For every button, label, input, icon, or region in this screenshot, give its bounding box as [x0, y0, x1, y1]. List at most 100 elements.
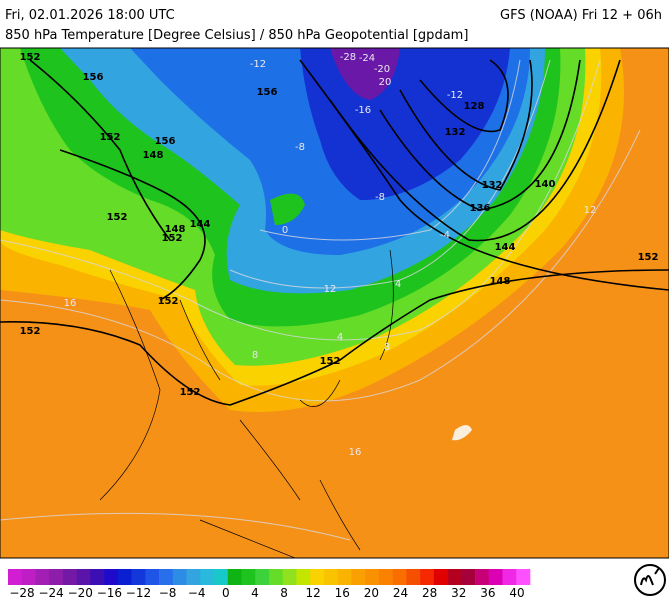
geopotential-label: 152 [100, 132, 121, 143]
temperature-label: -8 [295, 142, 305, 153]
purple-core [330, 48, 400, 100]
geopotential-label: 140 [535, 179, 556, 190]
colorbar-swatch [516, 569, 531, 585]
colorbar-swatch [447, 569, 462, 585]
colorbar-swatch [337, 569, 352, 585]
geopotential-label: 136 [470, 203, 491, 214]
logo-mark [640, 567, 660, 586]
temperature-label: 12 [584, 205, 597, 216]
colorbar-label: −4 [188, 586, 206, 600]
colorbar-label: 32 [451, 586, 466, 600]
colorbar-label: 28 [422, 586, 437, 600]
colorbar-swatch [35, 569, 50, 585]
colorbar-label: 12 [306, 586, 321, 600]
temperature-label: 4 [395, 279, 401, 290]
colorbar-swatch [131, 569, 146, 585]
colorbar-label: 20 [364, 586, 379, 600]
geopotential-label: 128 [464, 101, 485, 112]
temperature-label: -20 [374, 64, 390, 75]
temperature-label: -16 [355, 105, 371, 116]
colorbar-label: 16 [335, 586, 350, 600]
colorbar-swatch [502, 569, 517, 585]
colorbar-swatch [145, 569, 160, 585]
temperature-label: 16 [64, 298, 77, 309]
colorbar-swatch [392, 569, 407, 585]
colorbar-label: −20 [68, 586, 93, 600]
colorbar-swatch [76, 569, 91, 585]
colorbar-label: −12 [126, 586, 151, 600]
model-run: GFS (NOAA) Fri 12 + 06h [500, 8, 662, 23]
temperature-label: -24 [359, 53, 375, 64]
geopotential-label: 152 [638, 252, 659, 263]
logo [634, 564, 666, 596]
temperature-label: 8 [384, 342, 390, 353]
geopotential-label: 156 [155, 136, 176, 147]
colorbar-swatch [172, 569, 187, 585]
geopotential-label: 152 [20, 52, 41, 63]
colorbar-label: 36 [480, 586, 495, 600]
colorbar-swatch [227, 569, 242, 585]
temperature-label: 20 [379, 77, 392, 88]
colorbar-swatch [351, 569, 366, 585]
colorbar-swatch [214, 569, 229, 585]
colorbar-swatch [488, 569, 503, 585]
colorbar-swatch [241, 569, 256, 585]
temperature-label: 4 [337, 332, 343, 343]
colorbar-swatch [49, 569, 64, 585]
geopotential-label: 156 [83, 72, 104, 83]
colorbar-label: −28 [9, 586, 34, 600]
colorbar: −28 −24 −20 −16 −12 −8 −4 0 4 8 12 16 20 24 28 32 36 40 [8, 569, 531, 600]
temperature-label: 8 [252, 350, 258, 361]
isotherms [0, 59, 641, 541]
colorbar-swatch [255, 569, 270, 585]
temperature-label: -4 [440, 230, 450, 241]
geopotential-label: 132 [445, 127, 466, 138]
geopotential-label: 144 [495, 242, 516, 253]
colorbar-swatch [62, 569, 77, 585]
temperature-label: -12 [250, 59, 266, 70]
colorbar-swatch [323, 569, 338, 585]
colorbar-swatch [21, 569, 36, 585]
colorbar-swatch [420, 569, 435, 585]
colorbar-label: −8 [159, 586, 177, 600]
geopotential-label: 152 [107, 212, 128, 223]
colorbar-swatch [378, 569, 393, 585]
geopotential-label: 156 [257, 87, 278, 98]
temperature-label: -12 [447, 90, 463, 101]
temperature-label: 16 [349, 447, 362, 458]
geopotential-label: 152 [20, 326, 41, 337]
colorbar-swatch [461, 569, 476, 585]
colorbar-swatch [159, 569, 174, 585]
valid-time: Fri, 02.01.2026 18:00 UTC [5, 8, 175, 23]
geopotential-label: 152 [180, 387, 201, 398]
colorbar-swatch [269, 569, 284, 585]
temperature-label: 0 [282, 225, 288, 236]
coastlines [99, 249, 394, 558]
colorbar-swatch [117, 569, 132, 585]
temperature-label: 12 [324, 284, 337, 295]
geopotential-label: 148 [165, 224, 186, 235]
colorbar-swatch [186, 569, 201, 585]
colorbar-label: 8 [280, 586, 288, 600]
map-frame [0, 47, 669, 559]
colorbar-label: 4 [251, 586, 259, 600]
temperature-label: -8 [375, 192, 385, 203]
geopotential-label: 148 [490, 276, 511, 287]
geopotential-label: 148 [143, 150, 164, 161]
geopotential-label: 144 [190, 219, 211, 230]
colorbar-swatch [200, 569, 215, 585]
geopotential-label: 152 [158, 296, 179, 307]
colorbar-swatch [310, 569, 325, 585]
green-patch [270, 193, 305, 225]
colorbar-swatch [8, 569, 23, 585]
colorbar-label: −16 [97, 586, 122, 600]
temperature-label: -28 [340, 52, 356, 63]
colorbar-swatch [104, 569, 119, 585]
colorbar-swatch [296, 569, 311, 585]
colorbar-swatch [406, 569, 421, 585]
subtitle: 850 hPa Temperature [Degree Celsius] / 8… [5, 28, 468, 43]
map: 152 156 152 148 144 148 152 152 152 152 152 148 144 1… [0, 47, 669, 559]
colorbar-swatch [475, 569, 490, 585]
